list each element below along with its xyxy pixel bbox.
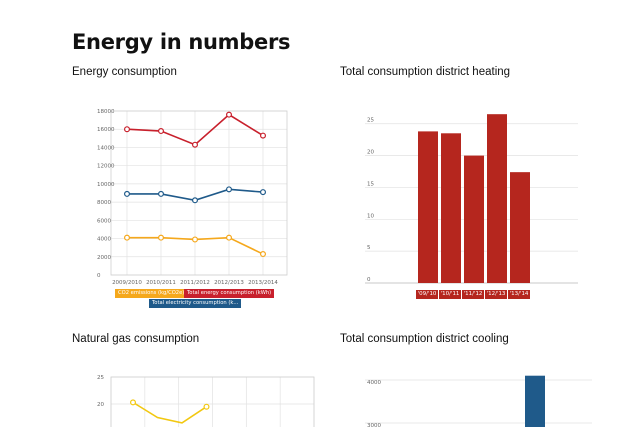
- energy-y-tick-label: 0: [97, 273, 101, 279]
- energy-data-point: [192, 141, 199, 148]
- cooling-y-tick-label: 3000: [367, 423, 381, 427]
- cooling-bar: [525, 375, 545, 427]
- heating-category-label: '10/'11: [439, 290, 461, 299]
- heating-bar: [487, 114, 507, 284]
- energy-x-tick-label: 2013/2014: [248, 280, 278, 286]
- energy-data-point: [226, 234, 233, 241]
- heating-bar: [464, 155, 484, 283]
- heating-y-tick-label: 25: [367, 118, 374, 124]
- energy-plot-frame: [110, 110, 288, 276]
- gas-data-point: [203, 403, 210, 410]
- energy-y-tick-label: 12000: [97, 164, 115, 170]
- energy-x-tick-label: 2012/2013: [214, 280, 244, 286]
- energy-data-point: [123, 190, 130, 197]
- energy-y-tick-label: 2000: [97, 255, 111, 261]
- energy-y-tick-label: 4000: [97, 237, 111, 243]
- heating-y-tick-label: 5: [367, 245, 371, 251]
- energy-y-tick-label: 8000: [97, 200, 111, 206]
- energy-data-point: [158, 190, 165, 197]
- heating-y-tick-label: 10: [367, 213, 374, 219]
- gas-y-tick-label: 25: [97, 375, 104, 381]
- energy-data-point: [260, 251, 267, 258]
- heating-y-tick-label: 20: [367, 150, 374, 156]
- section-title-energy: Energy consumption: [72, 66, 177, 78]
- gas-plot-frame: [110, 376, 315, 427]
- energy-legend-entry: CO2 emissions (kg/CO2e): [115, 289, 188, 298]
- heating-category-label: '09/'10: [416, 290, 438, 299]
- section-title-district-heating: Total consumption district heating: [340, 66, 511, 78]
- energy-y-tick-label: 14000: [97, 145, 115, 151]
- energy-y-tick-label: 10000: [97, 182, 115, 188]
- energy-data-point: [260, 189, 267, 196]
- energy-y-tick-label: 6000: [97, 218, 111, 224]
- section-title-natural-gas: Natural gas consumption: [72, 333, 200, 345]
- energy-x-tick-label: 2009/2010: [112, 280, 142, 286]
- cooling-y-tick-label: 4000: [367, 380, 381, 386]
- energy-legend-entry: Total electricity consumption (k...: [149, 299, 242, 308]
- energy-x-tick-label: 2011/2012: [180, 280, 210, 286]
- gas-y-tick-label: 20: [97, 402, 104, 408]
- energy-legend-entry: Total energy consumption (kWh): [184, 289, 275, 298]
- energy-x-tick-label: 2010/2011: [146, 280, 176, 286]
- gas-series-line: [132, 401, 207, 424]
- heating-category-label: '11/'12: [462, 290, 484, 299]
- heating-category-label: '12/'13: [485, 290, 507, 299]
- energy-data-point: [192, 197, 199, 204]
- energy-y-tick-label: 18000: [97, 109, 115, 115]
- heating-bar: [418, 131, 438, 283]
- energy-data-point: [158, 234, 165, 241]
- energy-data-point: [226, 186, 233, 193]
- section-title-district-cooling: Total consumption district cooling: [340, 333, 509, 345]
- heating-bar: [441, 133, 461, 283]
- energy-data-point: [123, 126, 130, 133]
- energy-data-point: [260, 132, 267, 139]
- heating-bar: [510, 172, 530, 283]
- page-title: Energy in numbers: [72, 30, 291, 54]
- energy-data-point: [158, 128, 165, 135]
- gas-data-point: [130, 399, 137, 406]
- energy-data-point: [226, 111, 233, 118]
- energy-y-tick-label: 16000: [97, 127, 115, 133]
- heating-y-tick-label: 15: [367, 181, 374, 187]
- energy-data-point: [123, 234, 130, 241]
- heating-y-tick-label: 0: [367, 277, 371, 283]
- heating-category-label: '13/'14: [508, 290, 530, 299]
- energy-data-point: [192, 236, 199, 243]
